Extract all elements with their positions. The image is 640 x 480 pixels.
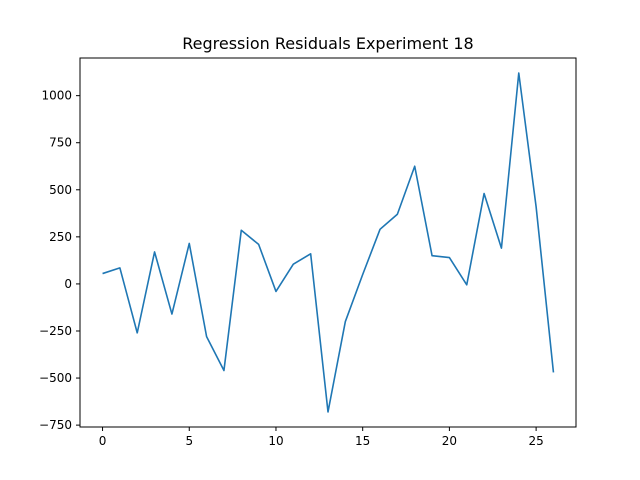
- x-tick-label: 25: [528, 434, 543, 448]
- y-tick-label: 0: [64, 277, 72, 291]
- x-tick-label: 10: [268, 434, 283, 448]
- plot-frame: [79, 57, 577, 428]
- y-tick-label: 500: [49, 183, 72, 197]
- y-tick-label: 750: [49, 136, 72, 150]
- y-tick-label: −250: [39, 324, 72, 338]
- x-tick-label: 15: [355, 434, 370, 448]
- y-tick-label: 1000: [41, 89, 72, 103]
- chart-title: Regression Residuals Experiment 18: [182, 34, 473, 53]
- y-tick-label: −500: [39, 371, 72, 385]
- y-tick-label: −750: [39, 418, 72, 432]
- y-tick-label: 250: [49, 230, 72, 244]
- axis-ticks: 0 5 10 15 20 25 −750 −500 −250 0 250 500 750 1000: [39, 89, 544, 448]
- series-line: [102, 72, 555, 413]
- series-layer: [102, 72, 555, 413]
- x-tick-label: 5: [185, 434, 193, 448]
- x-tick-label: 0: [99, 434, 107, 448]
- x-tick-label: 20: [442, 434, 457, 448]
